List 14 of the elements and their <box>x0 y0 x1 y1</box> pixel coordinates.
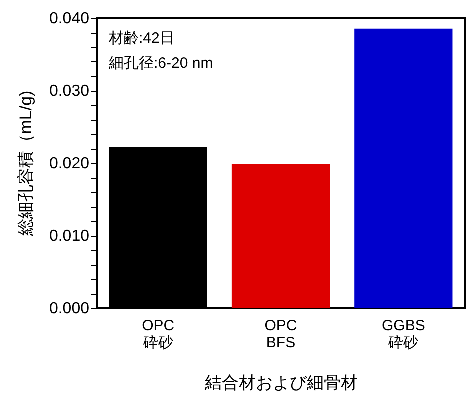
y-tick-label: 0.020 <box>49 156 90 172</box>
bar <box>354 28 453 308</box>
x-tick-label: GGBS 砕砂 <box>382 318 426 352</box>
y-tick-label: 0.030 <box>49 83 90 100</box>
y-tick-label: 0.010 <box>49 228 90 245</box>
y-axis-title: 総細孔容積（mL/g) <box>16 90 36 238</box>
bar <box>232 164 330 308</box>
annotation: 細孔径:6-20 nm <box>108 55 214 72</box>
text: 0.000 <box>49 300 90 318</box>
x-tick-label: OPC BFS <box>264 318 298 352</box>
y-tick-label: 0.040 <box>49 10 90 28</box>
x-axis-title: 結合材および細骨材 <box>204 374 358 392</box>
x-tick-label: OPC 砕砂 <box>142 318 175 352</box>
annotation: 材齢:42日 <box>108 30 175 47</box>
